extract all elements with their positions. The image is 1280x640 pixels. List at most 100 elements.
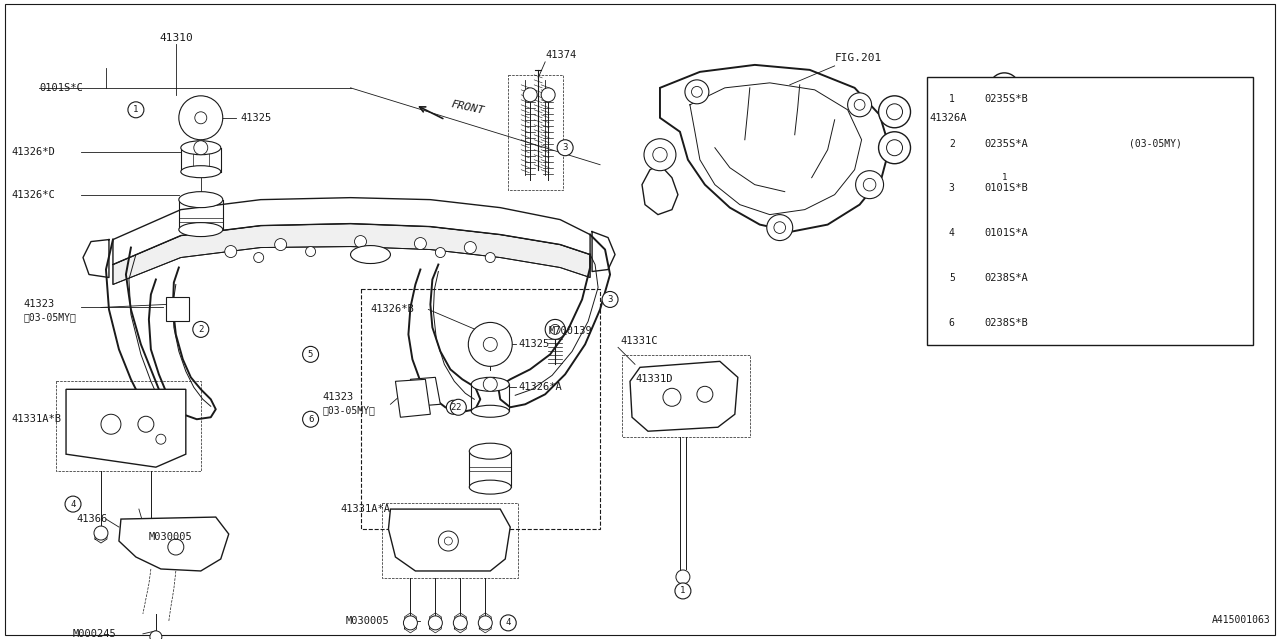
Ellipse shape: [180, 166, 220, 178]
Circle shape: [428, 389, 438, 399]
Text: M030005: M030005: [346, 616, 389, 626]
Circle shape: [479, 616, 493, 630]
Circle shape: [691, 86, 703, 97]
Circle shape: [485, 253, 495, 262]
Circle shape: [989, 73, 1019, 103]
Ellipse shape: [470, 444, 511, 459]
Text: 0238S*A: 0238S*A: [984, 273, 1028, 283]
Circle shape: [545, 319, 566, 339]
Circle shape: [398, 387, 408, 397]
Polygon shape: [396, 380, 430, 417]
Circle shape: [676, 570, 690, 584]
Ellipse shape: [351, 246, 390, 264]
Circle shape: [863, 179, 876, 191]
Circle shape: [413, 384, 424, 394]
Polygon shape: [388, 509, 511, 571]
Text: 41326*C: 41326*C: [12, 189, 55, 200]
Circle shape: [943, 90, 961, 108]
Circle shape: [193, 141, 207, 155]
Text: 1: 1: [948, 94, 955, 104]
Circle shape: [403, 616, 417, 630]
Circle shape: [193, 321, 209, 337]
Circle shape: [685, 80, 709, 104]
Ellipse shape: [179, 223, 223, 237]
Text: 3: 3: [948, 184, 955, 193]
Circle shape: [168, 539, 184, 555]
Circle shape: [663, 388, 681, 406]
Ellipse shape: [470, 480, 511, 494]
Circle shape: [943, 224, 961, 242]
Bar: [508, 75, 563, 189]
Text: 0235S*A: 0235S*A: [984, 139, 1028, 148]
Text: 41326*B: 41326*B: [370, 305, 415, 314]
Circle shape: [451, 399, 466, 415]
Circle shape: [524, 88, 538, 102]
Circle shape: [465, 241, 476, 253]
Ellipse shape: [179, 191, 223, 207]
Circle shape: [93, 526, 108, 540]
Circle shape: [887, 140, 902, 156]
Text: 5: 5: [308, 350, 314, 359]
Polygon shape: [119, 517, 229, 571]
Circle shape: [166, 303, 175, 312]
Circle shape: [302, 412, 319, 428]
Text: 3: 3: [608, 295, 613, 304]
Text: 〃03-05MY〄: 〃03-05MY〄: [23, 312, 76, 323]
Text: 0235S*B: 0235S*B: [984, 94, 1028, 104]
Text: 2: 2: [456, 403, 461, 412]
Polygon shape: [67, 389, 186, 467]
Circle shape: [156, 434, 166, 444]
Circle shape: [696, 387, 713, 403]
Ellipse shape: [471, 378, 509, 391]
Text: 41331D: 41331D: [635, 374, 672, 384]
Circle shape: [438, 531, 458, 551]
Text: 41323: 41323: [323, 392, 353, 403]
Text: 41331A*A: 41331A*A: [340, 504, 390, 514]
Circle shape: [435, 248, 445, 257]
Text: 6: 6: [948, 317, 955, 328]
Polygon shape: [411, 378, 440, 406]
Text: 41326*A: 41326*A: [518, 382, 562, 392]
Circle shape: [138, 416, 154, 432]
Text: 4: 4: [948, 228, 955, 238]
Bar: [928, 77, 1253, 345]
Circle shape: [997, 81, 1011, 95]
Text: 1: 1: [1002, 173, 1007, 182]
Text: M000245: M000245: [73, 629, 116, 639]
Circle shape: [179, 96, 223, 140]
Circle shape: [447, 400, 461, 414]
Text: 4: 4: [506, 618, 511, 627]
Text: 6: 6: [308, 415, 314, 424]
Text: 0101S*A: 0101S*A: [984, 228, 1028, 238]
Circle shape: [943, 179, 961, 198]
Circle shape: [878, 96, 910, 128]
Circle shape: [225, 246, 237, 257]
Circle shape: [854, 99, 865, 110]
Circle shape: [128, 102, 143, 118]
Text: 2: 2: [451, 403, 456, 412]
Text: 1: 1: [133, 106, 138, 115]
Circle shape: [413, 392, 424, 403]
Polygon shape: [113, 223, 590, 285]
Circle shape: [444, 537, 452, 545]
Bar: [56, 381, 201, 471]
Text: 41374: 41374: [545, 50, 576, 60]
Text: 0101S*C: 0101S*C: [40, 83, 83, 93]
Circle shape: [179, 307, 187, 316]
Text: A415001063: A415001063: [1212, 615, 1271, 625]
Text: 41325: 41325: [518, 339, 549, 349]
Text: 2: 2: [198, 325, 204, 334]
Circle shape: [415, 237, 426, 250]
Circle shape: [557, 140, 573, 156]
Text: 41326A: 41326A: [929, 113, 966, 123]
Text: 3: 3: [562, 143, 568, 152]
Text: 41310: 41310: [159, 33, 193, 43]
Ellipse shape: [471, 405, 509, 417]
Circle shape: [484, 337, 497, 351]
Circle shape: [653, 148, 667, 162]
Text: 41325: 41325: [241, 113, 271, 123]
Text: FRONT: FRONT: [451, 99, 485, 116]
Circle shape: [943, 269, 961, 287]
Circle shape: [774, 221, 786, 234]
Text: FIG.201: FIG.201: [835, 53, 882, 63]
